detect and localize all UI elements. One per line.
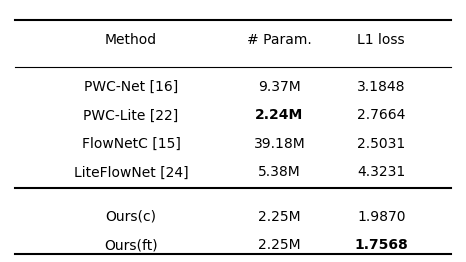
Text: 2.7664: 2.7664 <box>357 108 405 122</box>
Text: 9.37M: 9.37M <box>258 80 301 94</box>
Text: # Param.: # Param. <box>247 33 312 47</box>
Text: Method: Method <box>105 33 157 47</box>
Text: PWC-Lite [22]: PWC-Lite [22] <box>83 108 179 122</box>
Text: 2.25M: 2.25M <box>258 210 301 223</box>
Text: 2.25M: 2.25M <box>258 238 301 252</box>
Text: FlowNetC [15]: FlowNetC [15] <box>82 137 180 151</box>
Text: 5.38M: 5.38M <box>258 166 301 179</box>
Text: 1.9870: 1.9870 <box>357 210 405 223</box>
Text: 2.5031: 2.5031 <box>357 137 405 151</box>
Text: 3.1848: 3.1848 <box>357 80 405 94</box>
Text: LiteFlowNet [24]: LiteFlowNet [24] <box>74 166 188 179</box>
Text: 39.18M: 39.18M <box>254 137 305 151</box>
Text: 2.24M: 2.24M <box>255 108 303 122</box>
Text: Ours(c): Ours(c) <box>106 210 157 223</box>
Text: 1.7568: 1.7568 <box>354 238 408 252</box>
Text: Ours(ft): Ours(ft) <box>104 238 158 252</box>
Text: PWC-Net [16]: PWC-Net [16] <box>84 80 178 94</box>
Text: 4.3231: 4.3231 <box>357 166 405 179</box>
Text: L1 loss: L1 loss <box>357 33 405 47</box>
